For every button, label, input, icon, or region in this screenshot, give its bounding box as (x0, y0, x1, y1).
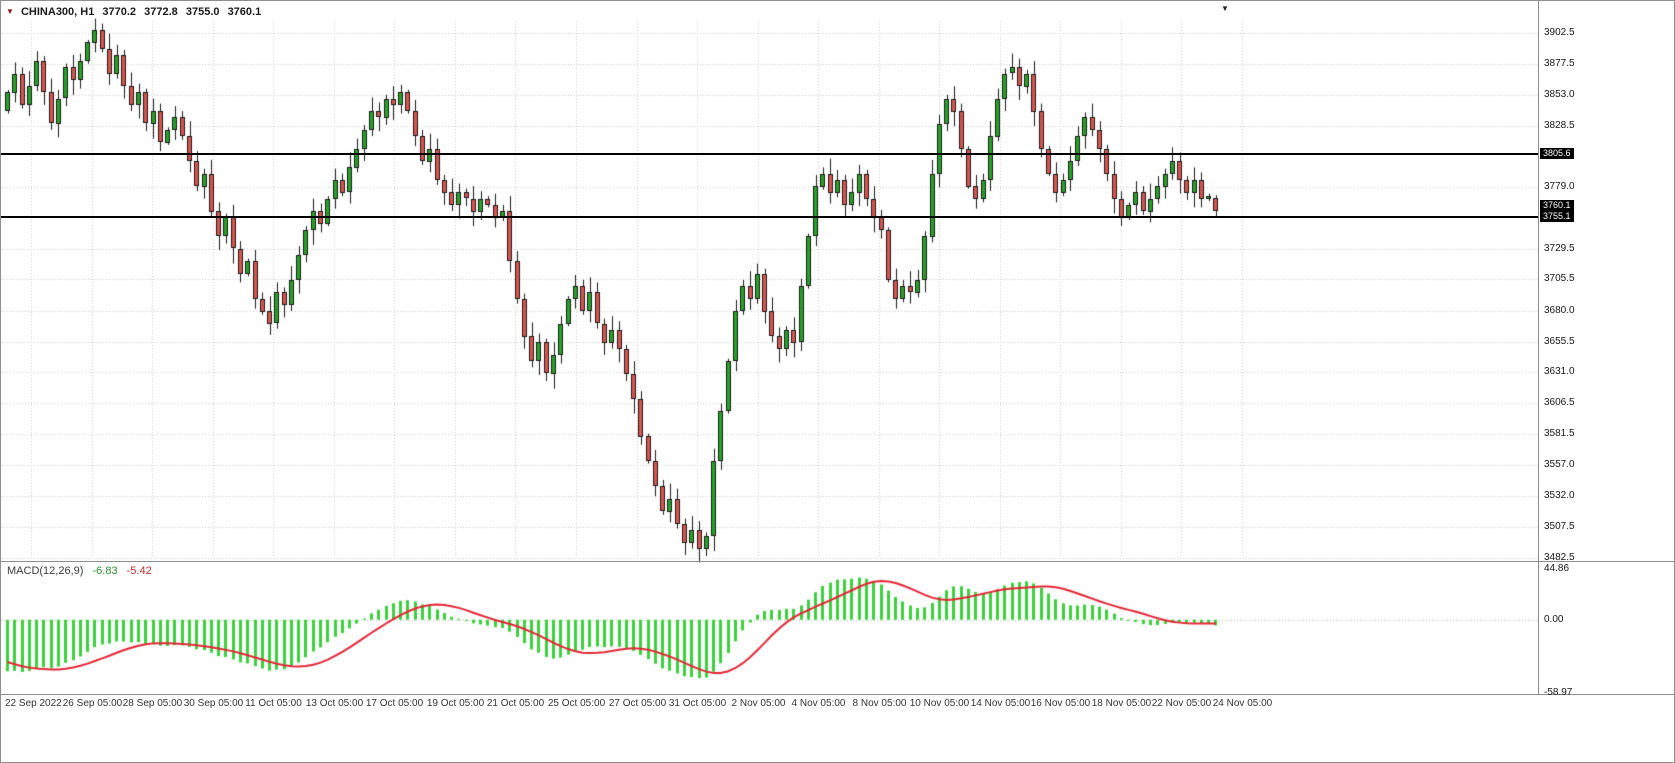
ohlc-low: 3755.0 (185, 6, 220, 18)
price-axis-label: 3853.0 (1544, 88, 1575, 100)
price-axis-label: 3606.5 (1544, 397, 1575, 408)
price-badge-3805.6: 3805.6 (1540, 148, 1574, 160)
time-axis-label: 21 Oct 05:00 (486, 698, 545, 709)
ohlc-high: 3772.8 (144, 6, 178, 18)
price-axis-label: 3779.0 (1544, 181, 1575, 193)
time-axis-label: 14 Nov 05:00 (970, 698, 1031, 709)
time-axis-label: 4 Nov 05:00 (791, 698, 846, 709)
time-axis-label: 16 Nov 05:00 (1030, 698, 1091, 709)
macd-axis-label: 0.00 (1544, 613, 1564, 625)
time-axis-label: 2 Nov 05:00 (731, 698, 786, 709)
price-badge-3760.1: 3760.1 (1540, 200, 1574, 212)
shift-marker-icon[interactable]: ▼ (1221, 4, 1229, 13)
macd-axis-label: 44.86 (1544, 563, 1570, 574)
time-axis-label: 18 Nov 05:00 (1091, 698, 1152, 709)
price-axis-label: 3532.0 (1544, 490, 1575, 502)
macd-main-value: -6.83 (92, 565, 118, 577)
price-axis-label: 3828.5 (1544, 119, 1575, 131)
price-axis-label: 3729.5 (1544, 243, 1575, 255)
time-axis-label: 10 Nov 05:00 (909, 698, 970, 709)
time-axis-label: 11 Oct 05:00 (245, 698, 302, 709)
price-axis-label: 3482.5 (1544, 552, 1575, 563)
price-axis-label: 3902.5 (1544, 27, 1575, 38)
time-axis-label: 22 Nov 05:00 (1151, 698, 1212, 709)
price-level-line-lower[interactable] (1, 216, 1538, 218)
time-axis-label: 30 Sep 05:00 (183, 698, 244, 709)
time-axis-label: 17 Oct 05:00 (365, 698, 424, 709)
time-axis-label: 13 Oct 05:00 (305, 698, 364, 709)
price-axis-separator (1538, 1, 1539, 694)
time-axis-label: 28 Sep 05:00 (122, 698, 183, 709)
price-axis-label: 3581.5 (1544, 428, 1575, 440)
macd-name: MACD(12,26,9) (7, 565, 84, 577)
price-badge-3755.1: 3755.1 (1540, 211, 1574, 223)
time-axis-label: 22 Sep 2022 (5, 698, 62, 709)
time-axis-label: 24 Nov 05:00 (1212, 698, 1273, 709)
price-axis-label: 3655.5 (1544, 335, 1575, 347)
macd-axis-label: -58.97 (1544, 687, 1573, 698)
price-axis-label: 3557.0 (1544, 458, 1575, 470)
time-axis-label: 31 Oct 05:00 (668, 698, 727, 709)
price-axis-label: 3877.5 (1544, 58, 1575, 70)
ohlc-close: 3760.1 (227, 6, 262, 18)
pane-divider-bottom (1, 694, 1674, 695)
price-axis-label: 3631.0 (1544, 366, 1575, 378)
time-axis-label: 8 Nov 05:00 (852, 698, 907, 709)
price-axis-label: 3680.0 (1544, 305, 1575, 317)
macd-signal-value: -5.42 (126, 565, 152, 577)
time-axis-label: 26 Sep 05:00 (62, 698, 123, 709)
price-axis-label: 3507.5 (1544, 520, 1575, 532)
chart-plot-area[interactable] (1, 1, 1538, 714)
pane-divider-macd[interactable] (1, 561, 1674, 562)
time-axis-label: 19 Oct 05:00 (426, 698, 485, 709)
symbol-timeframe-label: CHINA300, H1 (20, 6, 95, 18)
price-level-line-upper[interactable] (1, 153, 1538, 155)
ohlc-open: 3770.2 (102, 6, 137, 18)
chart-title: ▼ CHINA300, H1 3770.2 3772.8 3755.0 3760… (6, 6, 266, 18)
price-axis-label: 3705.5 (1544, 273, 1575, 285)
time-axis-label: 25 Oct 05:00 (547, 698, 606, 709)
macd-indicator-label: MACD(12,26,9) -6.83 -5.42 (7, 565, 152, 577)
symbol-dropdown-icon[interactable]: ▼ (6, 7, 14, 16)
time-axis-label: 27 Oct 05:00 (608, 698, 667, 709)
